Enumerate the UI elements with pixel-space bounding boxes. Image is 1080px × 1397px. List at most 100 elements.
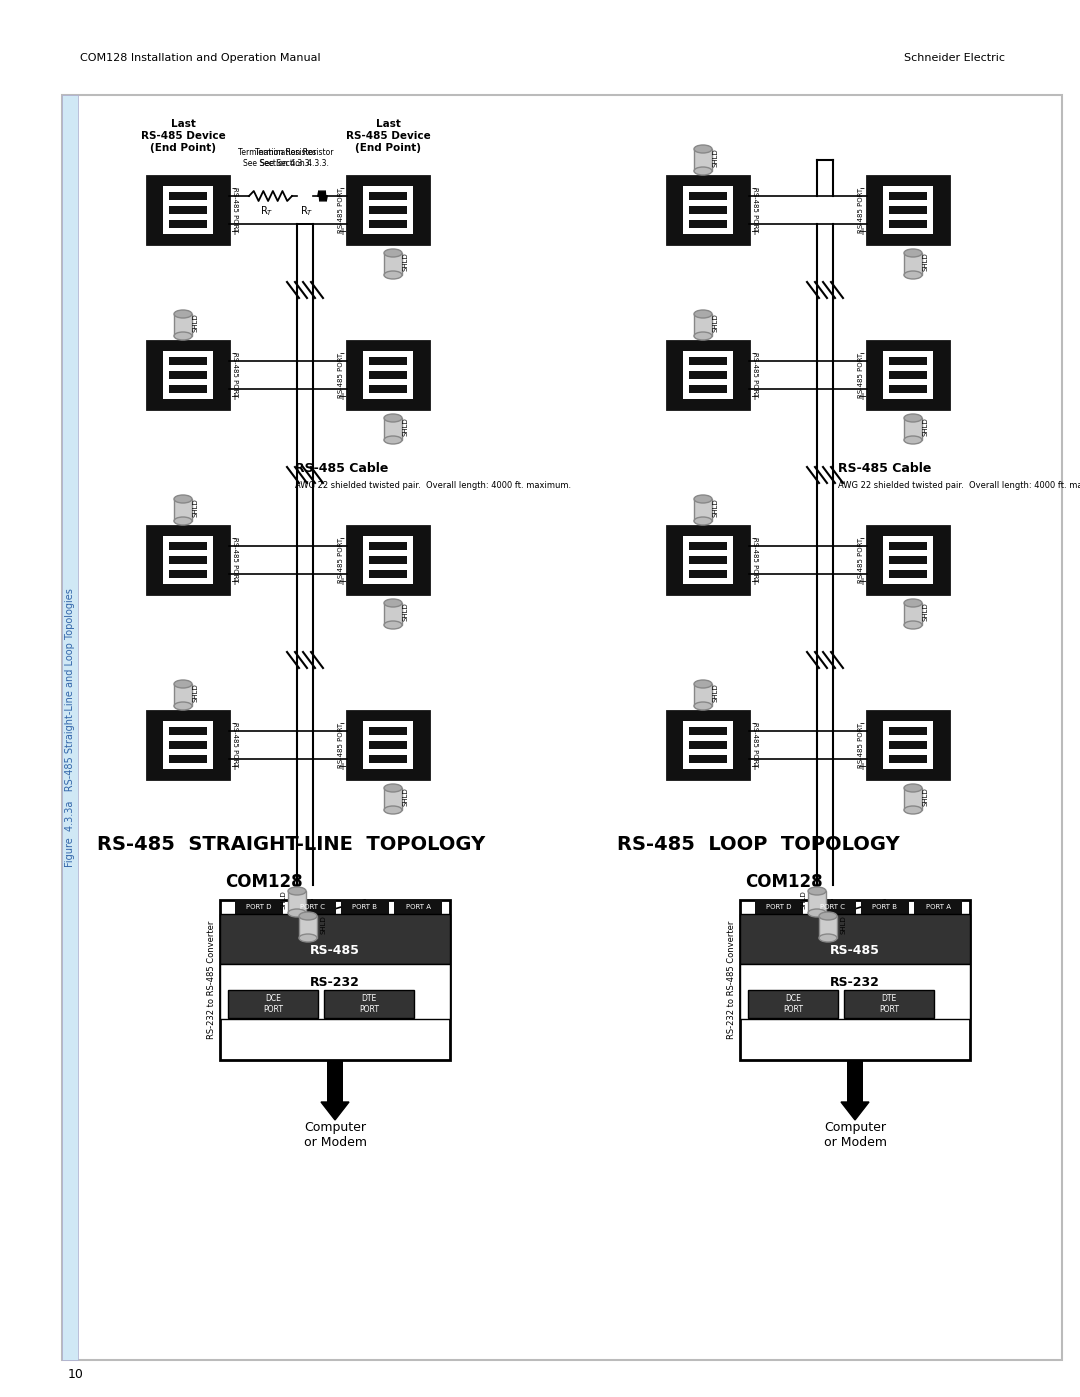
Bar bbox=[889, 356, 927, 365]
Text: –: – bbox=[752, 183, 756, 193]
Ellipse shape bbox=[808, 887, 826, 895]
Bar bbox=[168, 219, 207, 228]
Bar bbox=[882, 351, 933, 398]
Bar bbox=[889, 754, 927, 763]
Bar bbox=[689, 205, 727, 214]
Text: +: + bbox=[338, 226, 346, 237]
Bar bbox=[369, 740, 407, 749]
Text: –: – bbox=[339, 534, 345, 543]
Text: SHLD: SHLD bbox=[922, 788, 928, 806]
Text: SHLD: SHLD bbox=[922, 253, 928, 271]
Text: PORT D: PORT D bbox=[246, 904, 272, 909]
Text: RS-485  LOOP  TOPOLOGY: RS-485 LOOP TOPOLOGY bbox=[617, 835, 900, 855]
Text: PORT C: PORT C bbox=[299, 904, 324, 909]
Bar bbox=[163, 536, 214, 584]
Ellipse shape bbox=[384, 249, 402, 257]
Text: +: + bbox=[858, 226, 866, 237]
Bar bbox=[882, 536, 933, 584]
Bar bbox=[168, 205, 207, 214]
Bar bbox=[904, 253, 922, 275]
Text: –: – bbox=[339, 183, 345, 193]
Bar bbox=[384, 253, 402, 275]
Text: PORT D: PORT D bbox=[766, 904, 792, 909]
Bar bbox=[914, 900, 962, 914]
Bar bbox=[394, 900, 442, 914]
Ellipse shape bbox=[299, 912, 318, 921]
Text: RS-485 PORT: RS-485 PORT bbox=[752, 352, 758, 398]
Bar bbox=[168, 384, 207, 394]
Bar bbox=[369, 191, 407, 200]
Text: +: + bbox=[858, 577, 866, 587]
Bar bbox=[163, 721, 214, 768]
Text: Termination Resistor
See Section 4.3.3.: Termination Resistor See Section 4.3.3. bbox=[238, 148, 316, 168]
Ellipse shape bbox=[819, 912, 837, 921]
Bar bbox=[62, 95, 78, 1361]
Bar bbox=[889, 384, 927, 394]
Bar bbox=[748, 990, 838, 1018]
Bar bbox=[327, 1060, 343, 1102]
Bar bbox=[689, 740, 727, 749]
Bar bbox=[147, 176, 229, 244]
Ellipse shape bbox=[694, 310, 712, 319]
Ellipse shape bbox=[694, 680, 712, 687]
Bar bbox=[889, 556, 927, 564]
Text: RS-232 to RS-485 Converter: RS-232 to RS-485 Converter bbox=[728, 921, 737, 1039]
Bar bbox=[299, 916, 318, 937]
Text: COM128: COM128 bbox=[225, 873, 302, 891]
Bar bbox=[168, 754, 207, 763]
Bar bbox=[689, 556, 727, 564]
Text: –: – bbox=[752, 718, 756, 728]
Text: +: + bbox=[338, 577, 346, 587]
Bar bbox=[288, 900, 336, 914]
Text: +: + bbox=[230, 577, 238, 587]
Text: RS-485 PORT: RS-485 PORT bbox=[232, 187, 238, 232]
Bar bbox=[847, 1060, 863, 1102]
Bar bbox=[889, 205, 927, 214]
Text: +: + bbox=[338, 393, 346, 402]
Text: RS-485 Cable: RS-485 Cable bbox=[295, 461, 389, 475]
Ellipse shape bbox=[174, 310, 192, 319]
Text: RS-485 PORT: RS-485 PORT bbox=[752, 722, 758, 767]
Text: RS-232: RS-232 bbox=[831, 975, 880, 989]
Text: DCE
PORT: DCE PORT bbox=[783, 995, 804, 1014]
Text: R$_T$: R$_T$ bbox=[300, 204, 313, 218]
Bar bbox=[168, 570, 207, 578]
Bar bbox=[168, 542, 207, 550]
Bar bbox=[347, 341, 429, 409]
Bar bbox=[347, 711, 429, 780]
Bar bbox=[689, 542, 727, 550]
Text: PORT B: PORT B bbox=[352, 904, 378, 909]
Bar bbox=[689, 754, 727, 763]
Ellipse shape bbox=[384, 271, 402, 279]
Text: SHLD: SHLD bbox=[713, 313, 719, 332]
Bar bbox=[689, 384, 727, 394]
Ellipse shape bbox=[694, 168, 712, 175]
Bar bbox=[882, 186, 933, 233]
Bar bbox=[324, 990, 414, 1018]
Text: AWG 22 shielded twisted pair.  Overall length: 4000 ft. maximum.: AWG 22 shielded twisted pair. Overall le… bbox=[838, 481, 1080, 489]
Text: RS-485 Cable: RS-485 Cable bbox=[838, 461, 931, 475]
Text: RS-485: RS-485 bbox=[310, 943, 360, 957]
Bar bbox=[163, 186, 214, 233]
Bar bbox=[168, 191, 207, 200]
Text: –: – bbox=[231, 183, 237, 193]
Ellipse shape bbox=[384, 414, 402, 422]
Bar bbox=[689, 570, 727, 578]
Text: SHLD: SHLD bbox=[922, 602, 928, 622]
Bar bbox=[689, 356, 727, 365]
Bar bbox=[369, 542, 407, 550]
Text: SHLD: SHLD bbox=[713, 499, 719, 517]
Text: Last
RS-485 Device
(End Point): Last RS-485 Device (End Point) bbox=[346, 119, 430, 152]
Text: Computer
or Modem: Computer or Modem bbox=[824, 1120, 887, 1148]
Bar bbox=[220, 914, 450, 964]
Bar bbox=[683, 186, 733, 233]
Bar bbox=[347, 527, 429, 594]
Bar bbox=[168, 556, 207, 564]
Text: SHLD: SHLD bbox=[402, 418, 408, 436]
Bar bbox=[667, 341, 750, 409]
Text: Schneider Electric: Schneider Electric bbox=[904, 53, 1005, 63]
Bar bbox=[369, 219, 407, 228]
Bar bbox=[683, 351, 733, 398]
Text: –: – bbox=[231, 718, 237, 728]
Text: AWG 22 shielded twisted pair.  Overall length: 4000 ft. maximum.: AWG 22 shielded twisted pair. Overall le… bbox=[295, 481, 571, 489]
